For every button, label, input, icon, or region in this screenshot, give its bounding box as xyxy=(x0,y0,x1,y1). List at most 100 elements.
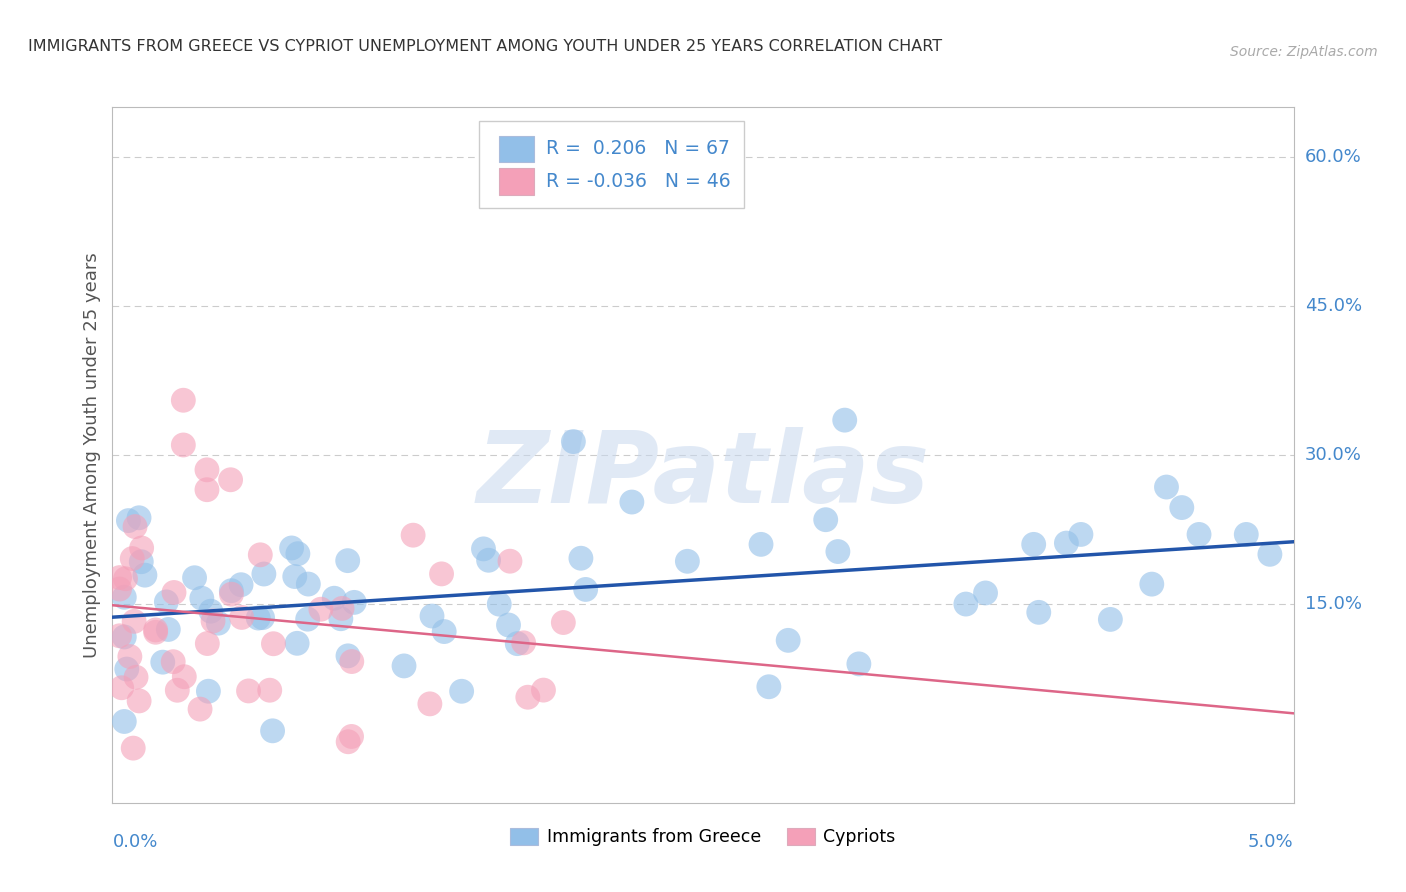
Point xyxy=(125,670,148,684)
Point xyxy=(124,519,146,533)
Point xyxy=(1022,537,1045,551)
Point xyxy=(419,697,441,711)
Text: ZIPatlas: ZIPatlas xyxy=(477,427,929,524)
Text: 15.0%: 15.0% xyxy=(1305,595,1361,613)
Point xyxy=(129,555,152,569)
Point xyxy=(676,554,699,568)
Point xyxy=(108,629,131,643)
Point xyxy=(337,648,360,663)
Point xyxy=(1028,605,1050,619)
Point xyxy=(128,510,150,524)
Point xyxy=(1054,536,1077,550)
Point xyxy=(1188,527,1211,541)
Point xyxy=(340,730,363,744)
Point xyxy=(343,595,366,609)
Point xyxy=(848,657,870,671)
Point xyxy=(420,609,443,624)
Point xyxy=(249,548,271,562)
Point xyxy=(1258,547,1281,561)
Point xyxy=(569,551,592,566)
Point xyxy=(114,572,136,586)
Point xyxy=(191,591,214,606)
Point xyxy=(145,623,167,637)
Point xyxy=(163,585,186,599)
Point xyxy=(172,393,194,408)
FancyBboxPatch shape xyxy=(478,121,744,208)
Point xyxy=(231,610,253,624)
Point xyxy=(472,541,495,556)
Point xyxy=(827,544,849,558)
Point xyxy=(229,578,252,592)
Point xyxy=(115,662,138,676)
Point xyxy=(1140,577,1163,591)
Point xyxy=(1156,480,1178,494)
Point xyxy=(173,670,195,684)
Text: 5.0%: 5.0% xyxy=(1249,833,1294,851)
Point xyxy=(478,553,501,567)
Point xyxy=(253,567,276,582)
Point xyxy=(157,623,180,637)
Point xyxy=(778,633,800,648)
Point xyxy=(402,528,425,542)
Point xyxy=(122,741,145,756)
Text: 0.0%: 0.0% xyxy=(112,833,157,851)
Point xyxy=(499,554,522,568)
Point xyxy=(195,463,218,477)
Point xyxy=(285,636,308,650)
Text: 30.0%: 30.0% xyxy=(1305,446,1361,464)
Point xyxy=(202,614,225,628)
Point xyxy=(207,616,229,631)
Point xyxy=(433,624,456,639)
Text: 60.0%: 60.0% xyxy=(1305,148,1361,166)
Point xyxy=(758,680,780,694)
Point xyxy=(134,568,156,582)
Point xyxy=(247,611,270,625)
Text: R = -0.036   N = 46: R = -0.036 N = 46 xyxy=(546,172,731,191)
Legend: Immigrants from Greece, Cypriots: Immigrants from Greece, Cypriots xyxy=(503,822,903,854)
Point xyxy=(297,577,319,591)
Point xyxy=(430,566,453,581)
Point xyxy=(974,586,997,600)
Point xyxy=(297,612,319,626)
Point xyxy=(287,547,309,561)
Point xyxy=(122,615,145,629)
Point xyxy=(533,683,555,698)
Point xyxy=(506,637,529,651)
Text: 45.0%: 45.0% xyxy=(1305,297,1362,315)
Point xyxy=(145,625,167,640)
Point xyxy=(498,618,520,632)
Point xyxy=(955,597,977,611)
Point xyxy=(512,636,534,650)
Point xyxy=(195,636,218,650)
Text: Source: ZipAtlas.com: Source: ZipAtlas.com xyxy=(1230,45,1378,59)
Point xyxy=(183,571,205,585)
Point xyxy=(195,483,218,497)
Point xyxy=(172,438,194,452)
Point xyxy=(337,735,360,749)
Point xyxy=(340,655,363,669)
Point xyxy=(562,434,585,449)
Point xyxy=(252,610,274,624)
Point xyxy=(112,591,135,605)
Point xyxy=(309,602,332,616)
Point xyxy=(488,597,510,611)
Text: IMMIGRANTS FROM GREECE VS CYPRIOT UNEMPLOYMENT AMONG YOUTH UNDER 25 YEARS CORREL: IMMIGRANTS FROM GREECE VS CYPRIOT UNEMPL… xyxy=(28,38,942,54)
Point xyxy=(1099,612,1122,626)
Point xyxy=(575,582,598,597)
Point xyxy=(111,681,134,695)
Point xyxy=(620,495,643,509)
Point xyxy=(284,569,307,583)
Point xyxy=(330,601,353,615)
Point xyxy=(834,413,856,427)
FancyBboxPatch shape xyxy=(499,169,534,194)
Point xyxy=(121,551,143,566)
Point xyxy=(553,615,575,630)
Point xyxy=(162,655,184,669)
Point xyxy=(197,684,219,698)
Point xyxy=(392,659,415,673)
Point xyxy=(1070,527,1092,541)
Point xyxy=(336,554,359,568)
FancyBboxPatch shape xyxy=(499,136,534,162)
Point xyxy=(112,714,135,729)
Point xyxy=(117,514,139,528)
